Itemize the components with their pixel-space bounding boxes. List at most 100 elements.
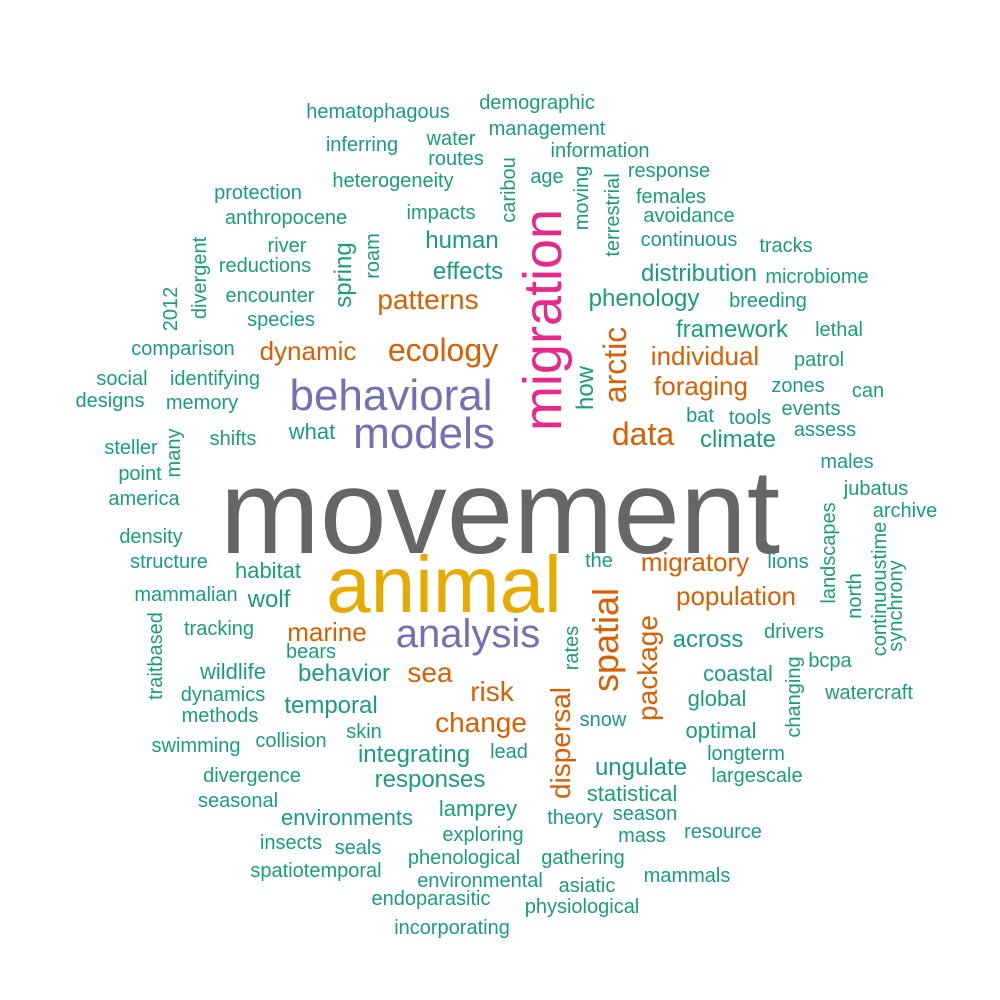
word-patrol: patrol (793, 349, 845, 371)
word-ungulate: ungulate (594, 754, 688, 781)
word-divergence: divergence (203, 765, 301, 787)
word-demographic: demographic (479, 92, 595, 114)
word-arctic: arctic (597, 326, 633, 404)
word-skin: skin (346, 721, 382, 743)
word-can: can (851, 380, 885, 402)
word-bat: bat (686, 405, 714, 427)
word-point: point (118, 463, 162, 485)
word-males: males (820, 451, 874, 473)
word-lead: lead (490, 741, 528, 763)
word-habitat: habitat (234, 558, 302, 583)
word-physiological: physiological (524, 896, 640, 918)
word-continuous: continuous (640, 229, 738, 251)
word-dynamics: dynamics (180, 684, 266, 706)
word-america: america (108, 488, 180, 510)
word-caribou: caribou (498, 157, 520, 223)
word-watercraft: watercraft (825, 682, 913, 704)
word-temporal: temporal (284, 692, 378, 719)
word-endoparasitic: endoparasitic (371, 888, 491, 910)
word-spring: spring (330, 242, 357, 308)
word-designs: designs (75, 390, 145, 412)
word-bcpa: bcpa (808, 650, 852, 672)
word-2012: 2012 (160, 286, 182, 332)
word-moving: moving (571, 165, 593, 231)
word-species: species (247, 309, 315, 331)
word-seals: seals (334, 837, 382, 859)
word-social: social (96, 368, 148, 390)
word-behavioral: behavioral (289, 371, 493, 420)
word-many: many (163, 428, 185, 478)
word-foraging: foraging (654, 371, 748, 401)
word-marine: marine (287, 617, 367, 647)
word-density: density (119, 526, 183, 548)
word-animal: animal (326, 540, 562, 629)
word-analysis: analysis (395, 612, 541, 656)
word-human: human (425, 227, 499, 254)
word-population: population (676, 581, 796, 611)
word-breeding: breeding (729, 290, 807, 312)
word-tracking: tracking (183, 618, 255, 640)
word-protection: protection (214, 182, 302, 204)
word-archive: archive (872, 500, 938, 522)
word-rates: rates (561, 625, 583, 671)
word-spatiotemporal: spatiotemporal (250, 860, 382, 882)
word-exploring: exploring (442, 824, 524, 846)
word-assess: assess (793, 419, 857, 441)
word-wildlife: wildlife (199, 659, 267, 684)
word-age: age (530, 166, 564, 188)
word-package: package (632, 615, 663, 721)
word-zones: zones (771, 375, 825, 397)
word-mammalian: mammalian (134, 584, 238, 606)
word-terrestrial: terrestrial (602, 173, 624, 257)
word-response: response (627, 160, 711, 182)
word-dynamic: dynamic (259, 336, 357, 366)
word-shifts: shifts (209, 428, 257, 450)
word-identifying: identifying (169, 368, 261, 390)
word-individual: individual (650, 341, 760, 371)
word-change: change (435, 707, 527, 738)
word-models: models (353, 409, 495, 458)
word-heterogeneity: heterogeneity (332, 170, 454, 192)
word-avoidance: avoidance (643, 205, 735, 227)
word-females: females (635, 186, 707, 208)
word-tools: tools (728, 407, 772, 429)
word-phenological: phenological (407, 847, 521, 869)
word-collision: collision (255, 730, 327, 752)
word-synchrony: synchrony (885, 560, 907, 652)
word-encounter: encounter (225, 285, 315, 307)
word-information: information (550, 140, 650, 162)
word-across: across (672, 626, 744, 653)
word-data: data (611, 416, 675, 452)
word-sea: sea (407, 657, 453, 688)
word-lethal: lethal (815, 319, 863, 341)
word-dispersal: dispersal (545, 686, 576, 800)
word-bears: bears (285, 641, 337, 663)
word-comparison: comparison (131, 338, 235, 360)
word-snow: snow (579, 709, 627, 731)
word-hematophagous: hematophagous (306, 101, 450, 123)
word-resource: resource (684, 821, 762, 843)
word-what: what (288, 419, 336, 444)
word-environments: environments (280, 805, 414, 830)
word-risk: risk (470, 676, 514, 707)
word-how: how (572, 365, 599, 411)
word-roam: roam (362, 233, 384, 279)
word-incorporating: incorporating (394, 917, 510, 939)
word-movement: movement (219, 445, 781, 579)
word-integrating: integrating (357, 741, 471, 768)
word-statistical: statistical (586, 781, 678, 806)
word-asiatic: asiatic (558, 875, 616, 897)
word-mass: mass (618, 825, 666, 847)
word-north: north (844, 573, 866, 619)
word-global: global (687, 686, 747, 711)
word-microbiome: microbiome (765, 266, 869, 288)
word-routes: routes (428, 148, 484, 170)
word-landscapes: landscapes (818, 502, 840, 604)
word-season: season (612, 803, 678, 825)
word-ecology: ecology (387, 332, 499, 368)
word-anthropocene: anthropocene (224, 207, 348, 229)
word-wolf: wolf (247, 586, 291, 613)
word-optimal: optimal (685, 718, 757, 743)
word-longterm: longterm (707, 743, 785, 765)
